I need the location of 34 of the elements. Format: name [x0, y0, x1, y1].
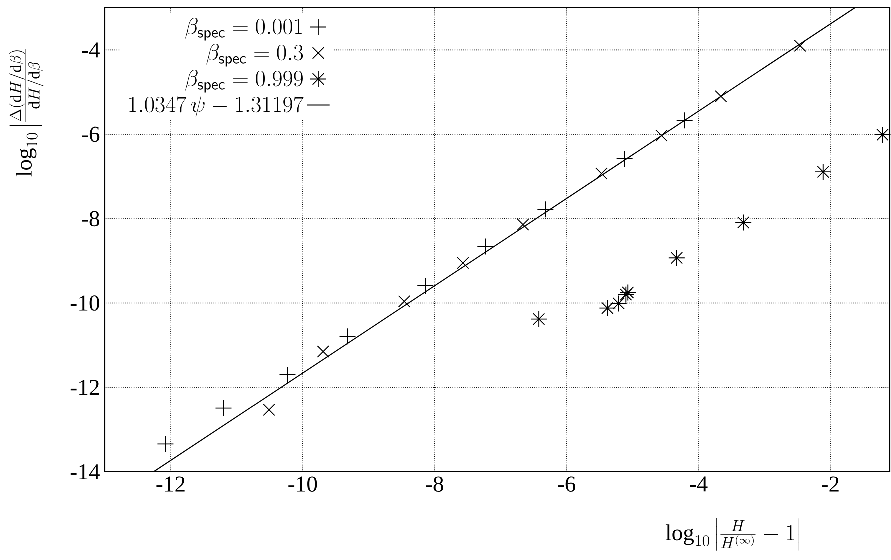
x-tick-label: -8 — [426, 476, 444, 492]
point — [794, 40, 806, 52]
legend-label: $\beta_{\mathsf{spec}} = 0.3$ — [206, 44, 304, 67]
point — [656, 130, 668, 142]
point — [610, 295, 628, 312]
legend-label: $\beta_{\mathsf{spec}} = 0.999$ — [186, 70, 303, 93]
y-tick-label: -4 — [82, 42, 100, 58]
point — [263, 404, 276, 416]
point — [668, 250, 686, 267]
y-tick-label: -10 — [70, 296, 100, 311]
point — [874, 126, 891, 144]
x-tick-label: -10 — [288, 476, 318, 492]
point — [517, 218, 530, 231]
point — [715, 90, 728, 103]
y-tick-label: -6 — [82, 126, 100, 142]
x-tick-label: -6 — [558, 476, 576, 492]
x-tick-label: -12 — [156, 476, 185, 492]
point — [596, 168, 608, 180]
y-tick-label: -14 — [70, 464, 100, 480]
point — [457, 257, 470, 270]
legend-label: $1.0347\,\psi - 1.31197$ — [130, 96, 304, 117]
x-tick-label: -2 — [822, 476, 839, 492]
point — [599, 300, 616, 317]
x-tick-label: -4 — [690, 476, 708, 492]
point — [317, 346, 330, 358]
y-tick-label: -8 — [82, 211, 100, 227]
x-axis-title: $\log_{10}\left|\frac{H}{H^{(\infty)}}-1\right|$ — [666, 518, 799, 551]
y-axis-title: $\log_{10}\left|\frac{\Delta(\mathrm{d}H/\mathrm{d}\beta)}{\mathrm{d}H/\mathrm{d}\beta}\right|$ — [9, 44, 44, 177]
y-tick-label: -12 — [70, 380, 100, 396]
point — [735, 214, 752, 232]
point — [398, 295, 411, 308]
point — [530, 310, 548, 328]
legend-label: $\beta_{\mathsf{spec}} = 0.001$ — [186, 18, 302, 41]
point — [814, 164, 832, 181]
